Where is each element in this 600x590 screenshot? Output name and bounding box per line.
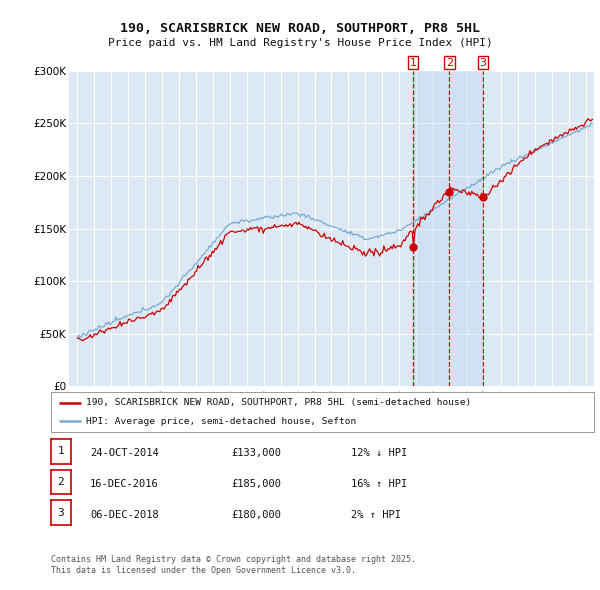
Text: 1: 1 bbox=[410, 58, 416, 68]
Text: 16% ↑ HPI: 16% ↑ HPI bbox=[351, 479, 407, 489]
Text: 2: 2 bbox=[446, 58, 453, 68]
Text: 190, SCARISBRICK NEW ROAD, SOUTHPORT, PR8 5HL: 190, SCARISBRICK NEW ROAD, SOUTHPORT, PR… bbox=[120, 22, 480, 35]
Text: £185,000: £185,000 bbox=[231, 479, 281, 489]
Text: Contains HM Land Registry data © Crown copyright and database right 2025.
This d: Contains HM Land Registry data © Crown c… bbox=[51, 555, 416, 575]
Text: 24-OCT-2014: 24-OCT-2014 bbox=[90, 448, 159, 458]
Text: 3: 3 bbox=[58, 508, 64, 517]
Text: 190, SCARISBRICK NEW ROAD, SOUTHPORT, PR8 5HL (semi-detached house): 190, SCARISBRICK NEW ROAD, SOUTHPORT, PR… bbox=[86, 398, 472, 407]
Text: 1: 1 bbox=[58, 447, 64, 456]
Text: 06-DEC-2018: 06-DEC-2018 bbox=[90, 510, 159, 520]
Text: 12% ↓ HPI: 12% ↓ HPI bbox=[351, 448, 407, 458]
Bar bbox=[413, 71, 483, 386]
Text: £180,000: £180,000 bbox=[231, 510, 281, 520]
Text: 3: 3 bbox=[479, 58, 486, 68]
Text: Price paid vs. HM Land Registry's House Price Index (HPI): Price paid vs. HM Land Registry's House … bbox=[107, 38, 493, 48]
Text: 2: 2 bbox=[58, 477, 64, 487]
Text: 16-DEC-2016: 16-DEC-2016 bbox=[90, 479, 159, 489]
Text: 2% ↑ HPI: 2% ↑ HPI bbox=[351, 510, 401, 520]
Text: £133,000: £133,000 bbox=[231, 448, 281, 458]
Text: HPI: Average price, semi-detached house, Sefton: HPI: Average price, semi-detached house,… bbox=[86, 417, 356, 425]
